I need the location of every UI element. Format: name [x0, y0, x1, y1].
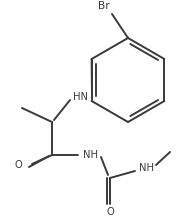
Text: NH: NH: [139, 163, 153, 173]
Text: O: O: [14, 160, 22, 170]
Text: HN: HN: [73, 92, 87, 102]
Text: NH: NH: [83, 150, 97, 160]
Text: Br: Br: [98, 1, 110, 11]
Text: O: O: [106, 207, 114, 217]
